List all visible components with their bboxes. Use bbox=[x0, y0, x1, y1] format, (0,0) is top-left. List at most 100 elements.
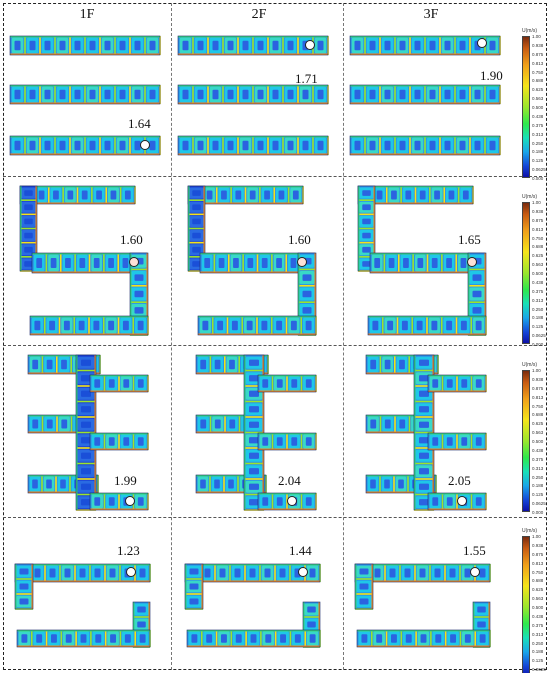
measuring-point-marker bbox=[477, 38, 487, 48]
panel-row1-2f: 1.71 bbox=[177, 33, 338, 163]
measuring-point-marker bbox=[305, 40, 315, 50]
colorbar-tick-label: 1.00 bbox=[532, 200, 541, 205]
colorbar-tick-label: 0.938 bbox=[532, 542, 544, 548]
corridor-segment bbox=[197, 315, 317, 336]
colorbar-title: U(m/s) bbox=[522, 528, 537, 534]
colorbar-tick-label: 1.00 bbox=[532, 368, 541, 373]
colorbar-tick-label: 1.00 bbox=[532, 34, 541, 39]
measuring-point-marker bbox=[467, 257, 477, 267]
peak-velocity-value: 1.44 bbox=[289, 543, 312, 558]
colorbar-tick-label: 0.875 bbox=[532, 385, 544, 391]
panel-row4-3f: 1.55 bbox=[354, 543, 495, 650]
colorbar-tick-label: 0.0625 bbox=[532, 501, 546, 507]
colorbar-tick-label: 0.313 bbox=[532, 297, 544, 303]
corridor-segment bbox=[243, 354, 265, 511]
row-divider bbox=[3, 517, 547, 518]
measuring-point-marker bbox=[140, 140, 150, 150]
corridor-segment bbox=[354, 563, 491, 583]
panel-row3-1f: 1.99 bbox=[27, 354, 168, 511]
colorbar-tick-label: 0.875 bbox=[532, 551, 544, 557]
colorbar-gradient bbox=[522, 536, 530, 673]
measuring-point-marker bbox=[126, 567, 136, 577]
corridor-segment bbox=[29, 315, 149, 336]
colorbar-title: U(m/s) bbox=[522, 362, 537, 368]
measuring-point-marker bbox=[129, 257, 139, 267]
corridor-velocity-field bbox=[187, 185, 317, 336]
colorbar-tick-label: 0.313 bbox=[532, 465, 544, 471]
corridor-segment bbox=[89, 432, 149, 451]
corridor-velocity-field bbox=[184, 563, 321, 648]
colorbar-tick-label: 1.00 bbox=[532, 534, 541, 539]
corridor-segment bbox=[349, 84, 501, 105]
corridor-velocity-field bbox=[27, 354, 149, 511]
corridor-velocity-field bbox=[9, 35, 161, 156]
colorbar-title: U(m/s) bbox=[522, 28, 537, 34]
corridor-segment bbox=[14, 563, 34, 610]
colorbar-tick-label: 0.375 bbox=[532, 122, 544, 128]
corridor-segment bbox=[349, 35, 501, 56]
colorbar-tick-label: 0.750 bbox=[532, 235, 544, 241]
colorbar-gradient bbox=[522, 36, 530, 178]
column-header-3f: 3F bbox=[423, 7, 439, 22]
corridor-segment bbox=[413, 354, 435, 511]
colorbar-tick-label: 0.188 bbox=[532, 315, 544, 321]
colorbar-tick-label: 0.813 bbox=[532, 560, 544, 566]
measuring-point-marker bbox=[297, 257, 307, 267]
colorbar-tick-label: 0.625 bbox=[532, 87, 544, 93]
panel-row2-2f: 1.60 bbox=[187, 185, 328, 336]
colorbar-tick-label: 0.438 bbox=[532, 279, 544, 285]
panel-row1-1f: 1.64 bbox=[9, 33, 170, 163]
colorbar-tick-label: 0.500 bbox=[532, 439, 544, 444]
corridor-velocity-field bbox=[357, 185, 487, 336]
colorbar-tick-label: 0.0625 bbox=[532, 167, 546, 173]
corridor-velocity-field bbox=[19, 185, 149, 336]
corridor-velocity-field bbox=[195, 354, 317, 511]
colorbar-tick-label: 0.250 bbox=[532, 474, 544, 480]
corridor-segment bbox=[257, 432, 317, 451]
colorbar-tick-label: 0.625 bbox=[532, 587, 544, 593]
corridor-segment bbox=[354, 563, 374, 610]
measuring-point-marker bbox=[470, 567, 480, 577]
colorbar-tick-label: 0.438 bbox=[532, 447, 544, 453]
peak-velocity-value: 2.04 bbox=[278, 473, 301, 488]
colorbar-tick-label: 0.250 bbox=[532, 306, 544, 312]
peak-velocity-value: 1.90 bbox=[480, 68, 503, 83]
peak-velocity-value: 2.05 bbox=[448, 473, 471, 488]
corridor-segment bbox=[184, 563, 321, 583]
colorbar-title: U(m/s) bbox=[522, 194, 537, 200]
colorbar-tick-label: 0.250 bbox=[532, 140, 544, 146]
colorbar-tick-label: 0.688 bbox=[532, 578, 544, 584]
peak-velocity-value: 1.60 bbox=[120, 232, 143, 247]
colorbar-tick-label: 0.875 bbox=[532, 51, 544, 57]
colorbar-tick-label: 0.0625 bbox=[532, 333, 546, 339]
corridor-segment bbox=[16, 629, 151, 648]
corridor-segment bbox=[14, 563, 151, 583]
peak-velocity-value: 1.64 bbox=[128, 116, 151, 131]
colorbar-tick-label: 0.625 bbox=[532, 253, 544, 259]
colorbar-tick-label: 0.438 bbox=[532, 113, 544, 119]
colorbar-tick-label: 0.875 bbox=[532, 217, 544, 223]
corridor-segment bbox=[257, 374, 317, 393]
colorbar-tick-label: 0.563 bbox=[532, 96, 544, 102]
corridor-segment bbox=[427, 432, 487, 451]
panel-row3-2f: 2.04 bbox=[195, 354, 336, 511]
panel-row4-1f: 1.23 bbox=[14, 543, 155, 650]
corridor-segment bbox=[427, 492, 487, 511]
panel-row3-3f: 2.05 bbox=[365, 354, 506, 511]
figure-frame bbox=[3, 3, 547, 670]
peak-velocity-value: 1.99 bbox=[114, 473, 137, 488]
corridor-velocity-field bbox=[365, 354, 487, 511]
corridor-segment bbox=[349, 135, 501, 156]
row-divider bbox=[3, 176, 547, 177]
corridor-segment bbox=[195, 414, 255, 434]
colorbar-tick-label: 0.313 bbox=[532, 631, 544, 637]
colorbar-tick-label: 0.688 bbox=[532, 412, 544, 418]
panel-row2-1f: 1.60 bbox=[19, 185, 160, 336]
panel-row4-2f: 1.44 bbox=[184, 543, 325, 650]
corridor-segment bbox=[187, 185, 206, 272]
colorbar-tick-label: 0.563 bbox=[532, 596, 544, 602]
corridor-segment bbox=[177, 84, 329, 105]
corridor-segment bbox=[9, 84, 161, 105]
peak-velocity-value: 1.60 bbox=[288, 232, 311, 247]
colorbar-tick-label: 0.688 bbox=[532, 78, 544, 84]
